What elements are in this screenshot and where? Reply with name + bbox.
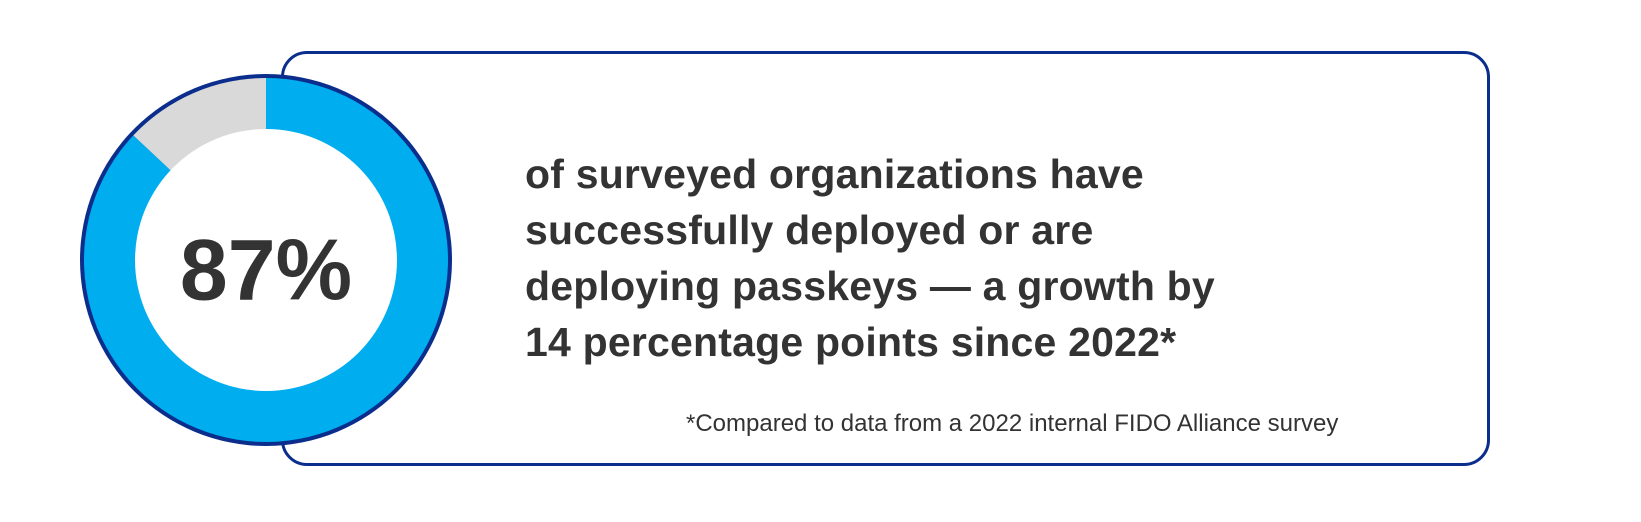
headline-line: deploying passkeys — a growth by [525, 263, 1215, 309]
headline: of surveyed organizations have successfu… [525, 146, 1325, 370]
callout-card [281, 51, 1490, 466]
donut-hole [135, 129, 397, 391]
headline-line: successfully deployed or are [525, 207, 1094, 253]
footnote: *Compared to data from a 2022 internal F… [686, 410, 1339, 437]
headline-line: 14 percentage points since 2022* [525, 319, 1177, 365]
donut-center-label: 87% [180, 223, 352, 319]
donut-chart: 87% [80, 74, 452, 446]
headline-line: of surveyed organizations have [525, 151, 1144, 197]
